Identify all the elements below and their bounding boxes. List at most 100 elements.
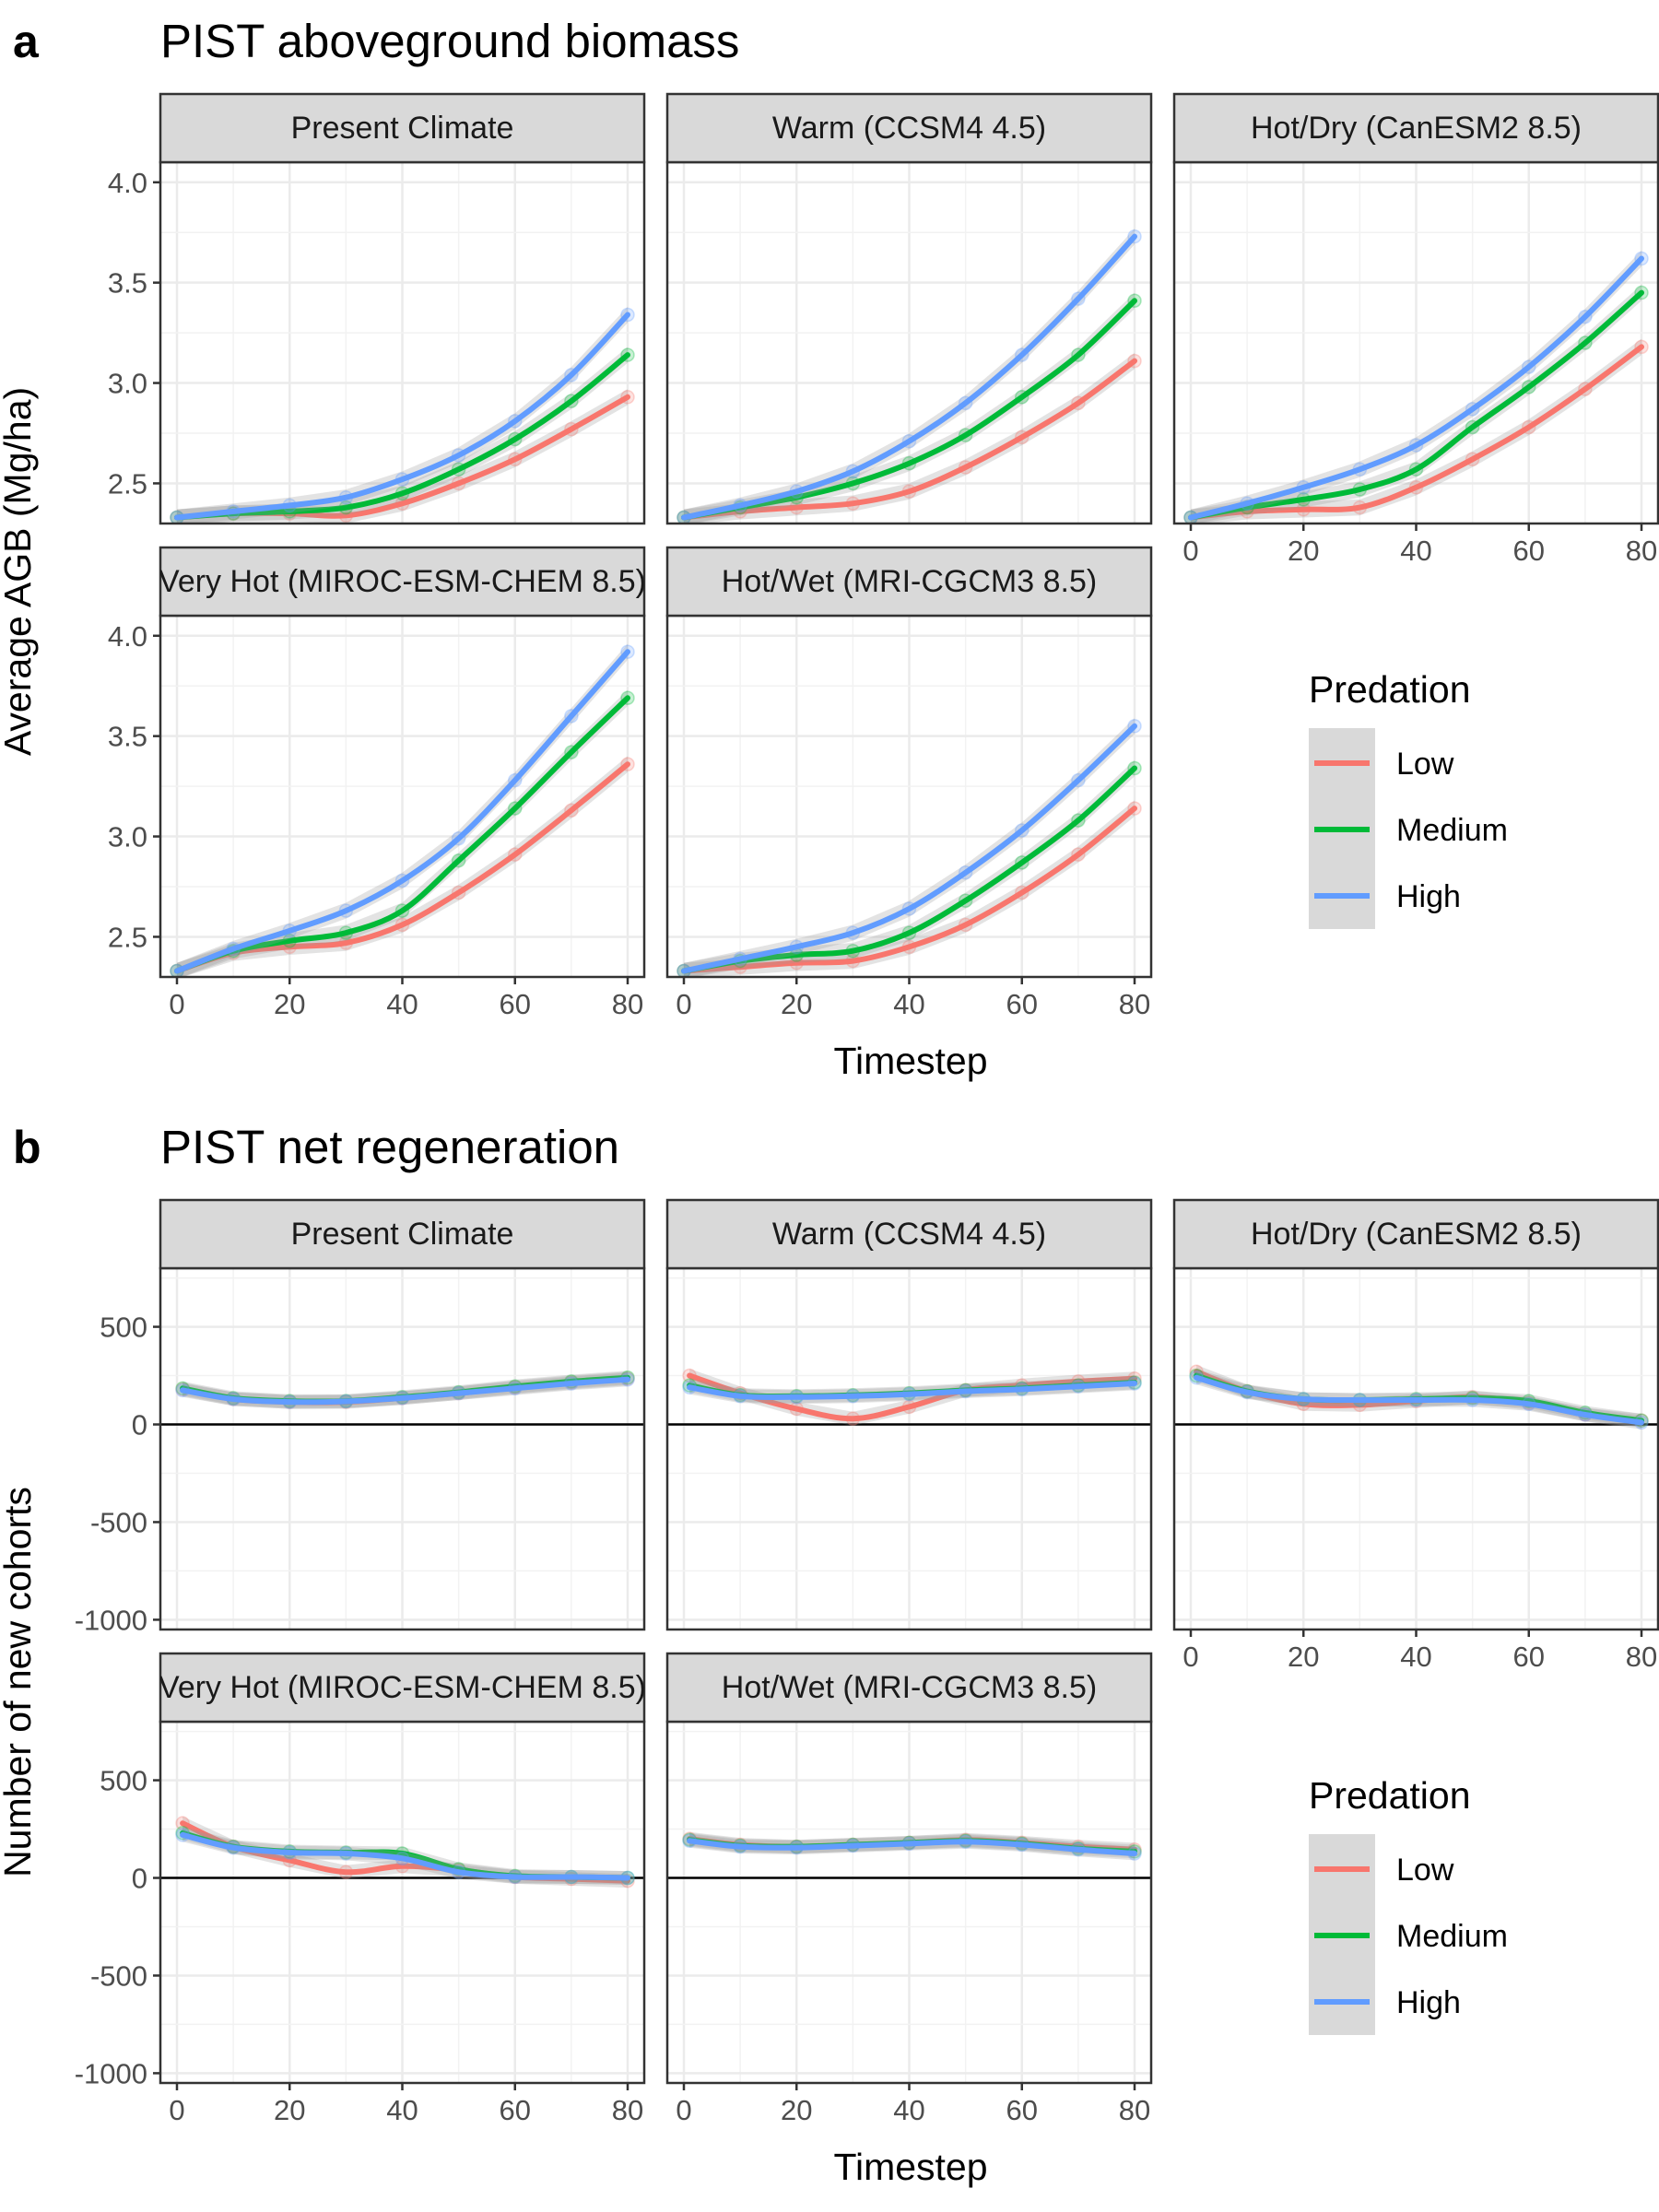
legend-label-low: Low — [1396, 747, 1454, 782]
trend-line-high — [687, 1838, 1137, 1856]
x-tick-label: 80 — [612, 2094, 643, 2126]
trend-line-high — [687, 1381, 1137, 1400]
series-group — [175, 1370, 635, 1409]
x-tick-label: 20 — [1288, 535, 1319, 567]
y-tick-label: 0 — [132, 1863, 147, 1895]
y-tick-label: 3.0 — [108, 821, 147, 853]
y-tick-label: -500 — [90, 1506, 147, 1538]
x-tick-label: 60 — [1006, 2094, 1038, 2126]
series-group — [682, 1368, 1142, 1426]
trend-line-medium — [174, 695, 630, 974]
legend-label-medium: Medium — [1396, 1919, 1508, 1954]
strip-background — [1172, 1198, 1659, 1270]
y-tick-label: -500 — [90, 1959, 147, 1992]
x-tick-label: 80 — [1119, 2094, 1150, 2126]
y-tick-label: -1000 — [75, 1604, 147, 1636]
x-tick-label: 20 — [274, 2094, 305, 2126]
panel-b-label: b — [13, 1122, 41, 1173]
panel-b-x-axis-title: Timestep — [833, 2146, 987, 2188]
facet-strip-label: Hot/Dry (CanESM2 8.5) — [1251, 1217, 1582, 1252]
trend-line-medium — [681, 298, 1137, 521]
x-tick-label: 0 — [169, 988, 184, 1020]
facet-strip-label: Hot/Wet (MRI-CGCM3 8.5) — [722, 564, 1097, 599]
x-tick-label: 60 — [1006, 988, 1038, 1020]
x-tick-label: 40 — [1400, 1641, 1431, 1673]
x-tick-label: 20 — [274, 988, 305, 1020]
strip-background — [665, 92, 1153, 164]
x-tick-label: 80 — [1626, 1641, 1657, 1673]
panel-b-legend: Predation Low Medium High — [1309, 1774, 1508, 2035]
panel-a-facets: Present Climate 2.5 3.0 3.5 4.0 Warm (CCSM4 4… — [108, 92, 1659, 1020]
facet-a-3: Very Hot (MIROC-ESM-CHEM 8.5) 2.5 3.0 3.5 4.… — [108, 546, 646, 1020]
trend-line-high — [681, 233, 1137, 521]
strip-background — [665, 1652, 1153, 1724]
trend-line-high — [1188, 255, 1644, 521]
series-group — [682, 1831, 1142, 1861]
y-tick-label: 4.0 — [108, 620, 147, 653]
series-group — [677, 718, 1142, 977]
trend-line-high — [681, 723, 1137, 974]
facet-a-2: Hot/Dry (CanESM2 8.5) 0 20 40 60 80 — [1172, 92, 1659, 567]
y-tick-label: 500 — [100, 1765, 147, 1797]
facet-a-4: Hot/Wet (MRI-CGCM3 8.5) 0 20 40 60 80 — [665, 546, 1153, 1020]
strip-background — [665, 546, 1153, 618]
strip-background — [159, 546, 646, 618]
x-tick-label: 80 — [1119, 988, 1150, 1020]
panel-a-label: a — [13, 16, 40, 67]
legend-label-medium: Medium — [1396, 813, 1508, 848]
x-tick-label: 0 — [676, 988, 691, 1020]
trend-line-low — [681, 358, 1137, 521]
trend-line-medium — [1188, 289, 1644, 521]
x-tick-label: 60 — [1513, 535, 1545, 567]
facet-strip-label: Warm (CCSM4 4.5) — [772, 1217, 1046, 1252]
x-tick-label: 60 — [500, 2094, 531, 2126]
facet-b-1: Warm (CCSM4 4.5) — [665, 1198, 1153, 1631]
legend-label-high: High — [1396, 1985, 1461, 2020]
y-tick-label: 3.5 — [108, 267, 147, 300]
legend-label-low: Low — [1396, 1853, 1454, 1888]
series-group — [170, 643, 635, 977]
facet-strip-label: Hot/Wet (MRI-CGCM3 8.5) — [722, 1670, 1097, 1705]
strip-background — [1172, 92, 1659, 164]
series-group — [170, 306, 635, 524]
facet-b-3: Very Hot (MIROC-ESM-CHEM 8.5) -1000 -500 0 5… — [75, 1652, 646, 2126]
trend-line-high — [174, 312, 630, 521]
x-tick-label: 80 — [612, 988, 643, 1020]
facet-a-0: Present Climate 2.5 3.0 3.5 4.0 — [108, 92, 646, 525]
panel-b-y-axis-title: Number of new cohorts — [0, 1487, 39, 1877]
facet-a-1: Warm (CCSM4 4.5) — [665, 92, 1153, 525]
y-tick-label: 4.0 — [108, 167, 147, 199]
legend-title: Predation — [1309, 1774, 1471, 1817]
facet-strip-label: Very Hot (MIROC-ESM-CHEM 8.5) — [159, 1670, 646, 1705]
trend-line-low — [681, 806, 1137, 974]
y-tick-label: 2.5 — [108, 467, 147, 500]
trend-line-high — [1194, 1374, 1644, 1426]
facet-strip-label: Present Climate — [291, 1217, 514, 1252]
series-group — [1183, 250, 1649, 524]
x-tick-label: 20 — [781, 988, 812, 1020]
trend-line-high — [180, 1831, 630, 1881]
facet-strip-label: Hot/Dry (CanESM2 8.5) — [1251, 111, 1582, 146]
trend-line-high — [174, 649, 630, 974]
panel-a-legend: Predation Low Medium High — [1309, 668, 1508, 929]
x-tick-label: 60 — [1513, 1641, 1545, 1673]
x-tick-label: 40 — [386, 2094, 418, 2126]
strip-background — [159, 92, 646, 164]
facet-strip-label: Very Hot (MIROC-ESM-CHEM 8.5) — [159, 564, 646, 599]
panel-b-facets: Present Climate -1000 -500 0 500 Warm (CCSM4 … — [75, 1198, 1659, 2126]
x-tick-label: 40 — [386, 988, 418, 1020]
x-tick-label: 80 — [1626, 535, 1657, 567]
y-tick-label: 0 — [132, 1409, 147, 1441]
ci-ribbon-low — [684, 800, 1135, 977]
x-tick-label: 20 — [1288, 1641, 1319, 1673]
facet-b-4: Hot/Wet (MRI-CGCM3 8.5) 0 20 40 60 80 — [665, 1652, 1153, 2126]
ci-ribbon-high — [689, 1833, 1135, 1861]
x-tick-label: 40 — [1400, 535, 1431, 567]
strip-background — [159, 1198, 646, 1270]
trend-line-high — [180, 1376, 630, 1406]
y-tick-label: 500 — [100, 1312, 147, 1344]
x-tick-label: 0 — [676, 2094, 691, 2126]
series-group — [1189, 1364, 1649, 1430]
strip-background — [665, 1198, 1153, 1270]
